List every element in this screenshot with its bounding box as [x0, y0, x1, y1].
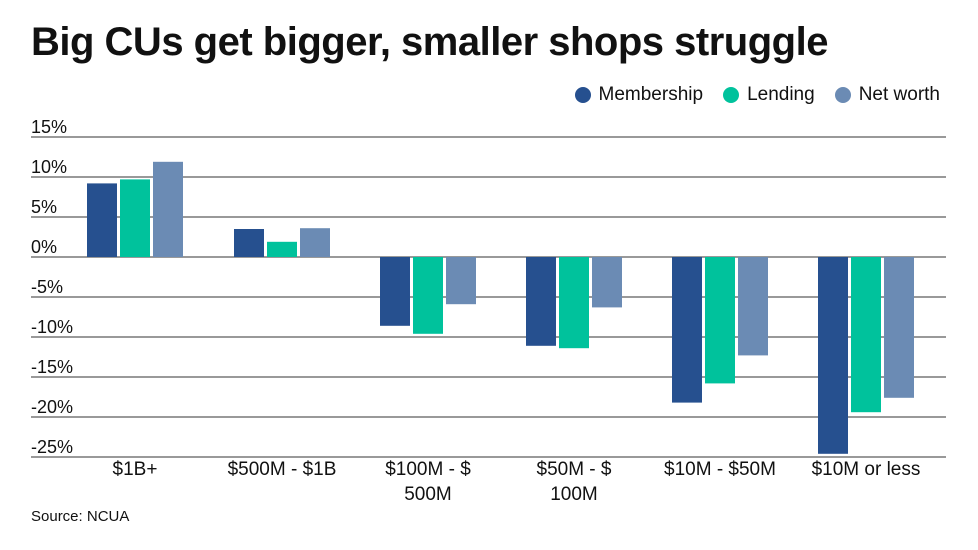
bar-membership [234, 229, 264, 257]
chart-title: Big CUs get bigger, smaller shops strugg… [31, 20, 828, 64]
legend: Membership Lending Net worth [574, 84, 940, 106]
bar-lending [559, 257, 589, 349]
bar-net-worth [884, 257, 914, 398]
y-tick-label: 5% [31, 197, 57, 217]
y-tick-label: 0% [31, 237, 57, 257]
bar-net-worth [592, 257, 622, 308]
bar-lending [705, 257, 735, 384]
x-tick-label: 500M [404, 484, 452, 505]
x-tick-label: 100M [550, 484, 598, 505]
bar-membership [818, 257, 848, 454]
x-tick-label: $50M - $ [537, 459, 612, 480]
legend-swatch-lending [723, 87, 740, 103]
legend-item-membership: Membership [574, 84, 704, 106]
bar-lending [120, 179, 150, 257]
y-tick-label: 15% [31, 117, 67, 137]
legend-swatch-membership [574, 87, 591, 103]
x-tick-label: $10M or less [812, 459, 921, 480]
bar-net-worth [153, 161, 183, 257]
y-tick-label: 10% [31, 157, 67, 177]
y-tick-label: -15% [31, 357, 73, 377]
bar-membership [380, 257, 410, 326]
x-tick-label: $1B+ [113, 459, 158, 480]
bar-lending [267, 241, 297, 257]
bar-membership [87, 183, 117, 257]
legend-swatch-net-worth [834, 87, 851, 103]
y-tick-label: -10% [31, 317, 73, 337]
source-note: Source: NCUA [31, 508, 130, 525]
x-tick-label: $10M - $50M [664, 459, 776, 480]
bar-net-worth [738, 257, 768, 356]
legend-label-lending: Lending [747, 84, 815, 105]
legend-item-net-worth: Net worth [834, 84, 940, 106]
x-tick-label: $500M - $1B [228, 459, 337, 480]
legend-label-membership: Membership [598, 84, 704, 105]
bar-net-worth [446, 257, 476, 305]
bar-lending [851, 257, 881, 413]
y-tick-label: -25% [31, 437, 73, 457]
bar-lending [413, 257, 443, 334]
bar-membership [526, 257, 556, 346]
y-tick-label: -5% [31, 277, 63, 297]
bar-net-worth [300, 228, 330, 257]
x-tick-label: $100M - $ [385, 459, 471, 480]
bar-membership [672, 257, 702, 403]
y-tick-label: -20% [31, 397, 73, 417]
legend-label-net-worth: Net worth [858, 84, 940, 105]
legend-item-lending: Lending [723, 84, 815, 106]
